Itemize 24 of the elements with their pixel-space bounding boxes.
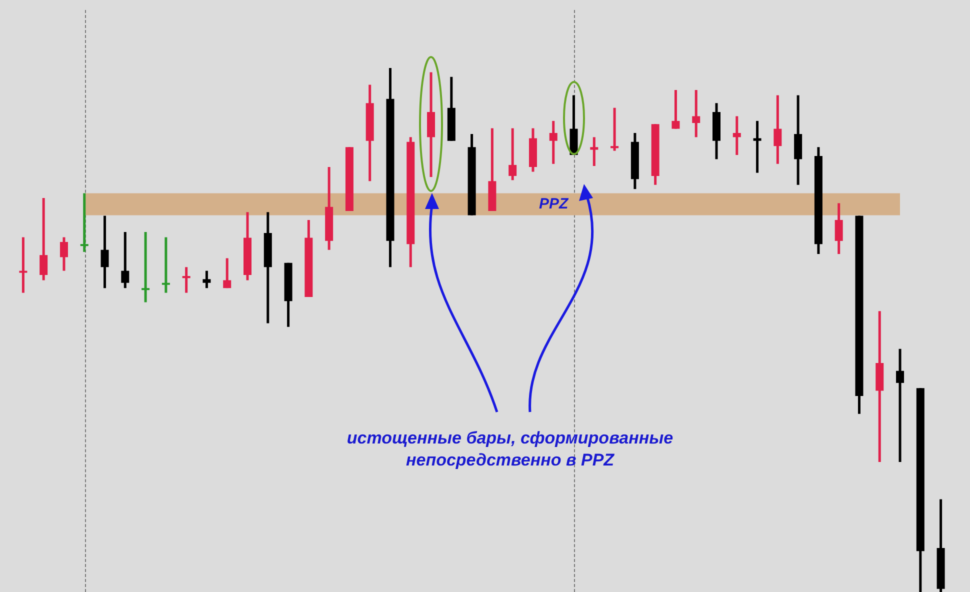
candlestick (80, 192, 88, 254)
candlestick (19, 236, 28, 294)
candlestick (753, 120, 762, 174)
candlestick (223, 256, 232, 290)
candlestick (834, 202, 843, 256)
candlestick (672, 88, 680, 130)
candlestick (896, 348, 904, 464)
candlestick (100, 214, 109, 290)
candlestick (549, 120, 558, 166)
candlestick (182, 266, 190, 294)
candlestick (162, 236, 170, 294)
candlestick (610, 106, 619, 152)
candlestick (692, 88, 700, 138)
band-label: PPZ (539, 195, 570, 212)
candlestick (590, 136, 598, 168)
candlestick (40, 196, 48, 282)
candlestick (60, 236, 68, 272)
candlestick (142, 230, 150, 304)
candlestick (732, 114, 741, 156)
annotation: истощенные бары, сформированные непосредственно в PPZ (346, 428, 674, 470)
candlestick (774, 94, 782, 166)
candlestick (121, 230, 130, 290)
candlestick (202, 270, 211, 290)
candlestick (508, 127, 517, 182)
